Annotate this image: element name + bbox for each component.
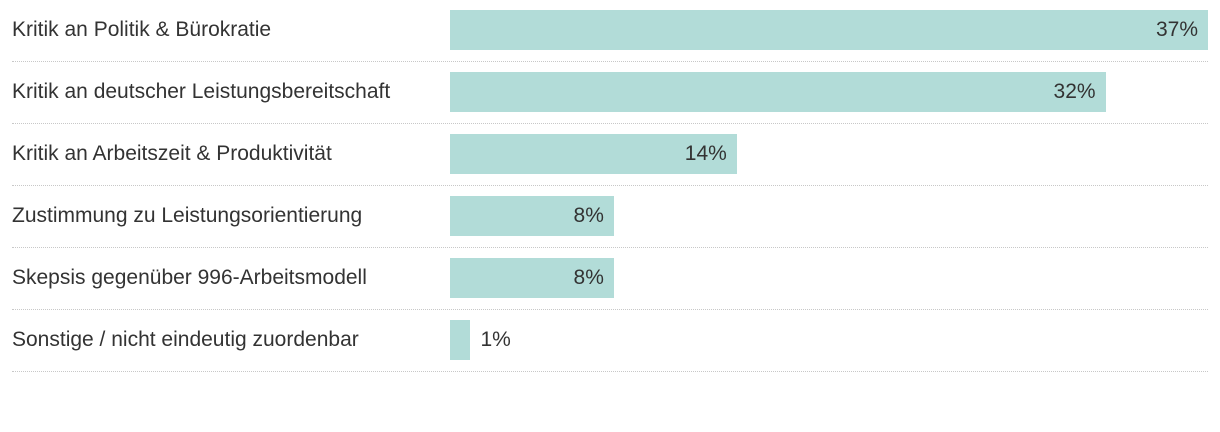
data-label: 32%	[1053, 80, 1096, 103]
category-label: Kritik an Arbeitszeit & Produktivität	[12, 142, 332, 165]
row-divider	[12, 61, 1208, 62]
row-divider	[12, 309, 1208, 310]
data-label: 37%	[1155, 18, 1198, 41]
category-label: Kritik an Politik & Bürokratie	[12, 18, 272, 41]
bar-row: Skepsis gegenüber 996-Arbeitsmodell 8%	[12, 248, 1208, 310]
bar	[450, 196, 614, 236]
data-label: 14%	[684, 142, 727, 165]
row-divider	[12, 123, 1208, 124]
category-label: Sonstige / nicht eindeutig zuordenbar	[12, 328, 359, 351]
bar	[450, 258, 614, 298]
row-divider	[12, 371, 1208, 372]
bar-row: Zustimmung zu Leistungsorientierung 8%	[12, 186, 1208, 248]
data-label: 8%	[573, 266, 604, 289]
row-divider	[12, 247, 1208, 248]
category-label: Zustimmung zu Leistungsorientierung	[12, 204, 363, 227]
bar	[450, 134, 737, 174]
row-divider	[12, 185, 1208, 186]
bar	[450, 10, 1208, 50]
bar-row: Sonstige / nicht eindeutig zuordenbar 1%	[12, 310, 1208, 372]
bar-row: Kritik an Politik & Bürokratie 37%	[12, 0, 1208, 62]
bar	[450, 320, 471, 360]
category-label: Skepsis gegenüber 996-Arbeitsmodell	[12, 266, 367, 289]
bar	[450, 72, 1106, 112]
bar-row: Kritik an deutscher Leistungsbereitschaf…	[12, 62, 1208, 124]
category-label: Kritik an deutscher Leistungsbereitschaf…	[12, 80, 391, 103]
data-label: 8%	[573, 204, 604, 227]
bar-row: Kritik an Arbeitszeit & Produktivität 14%	[12, 124, 1208, 186]
data-label: 1%	[480, 328, 511, 351]
